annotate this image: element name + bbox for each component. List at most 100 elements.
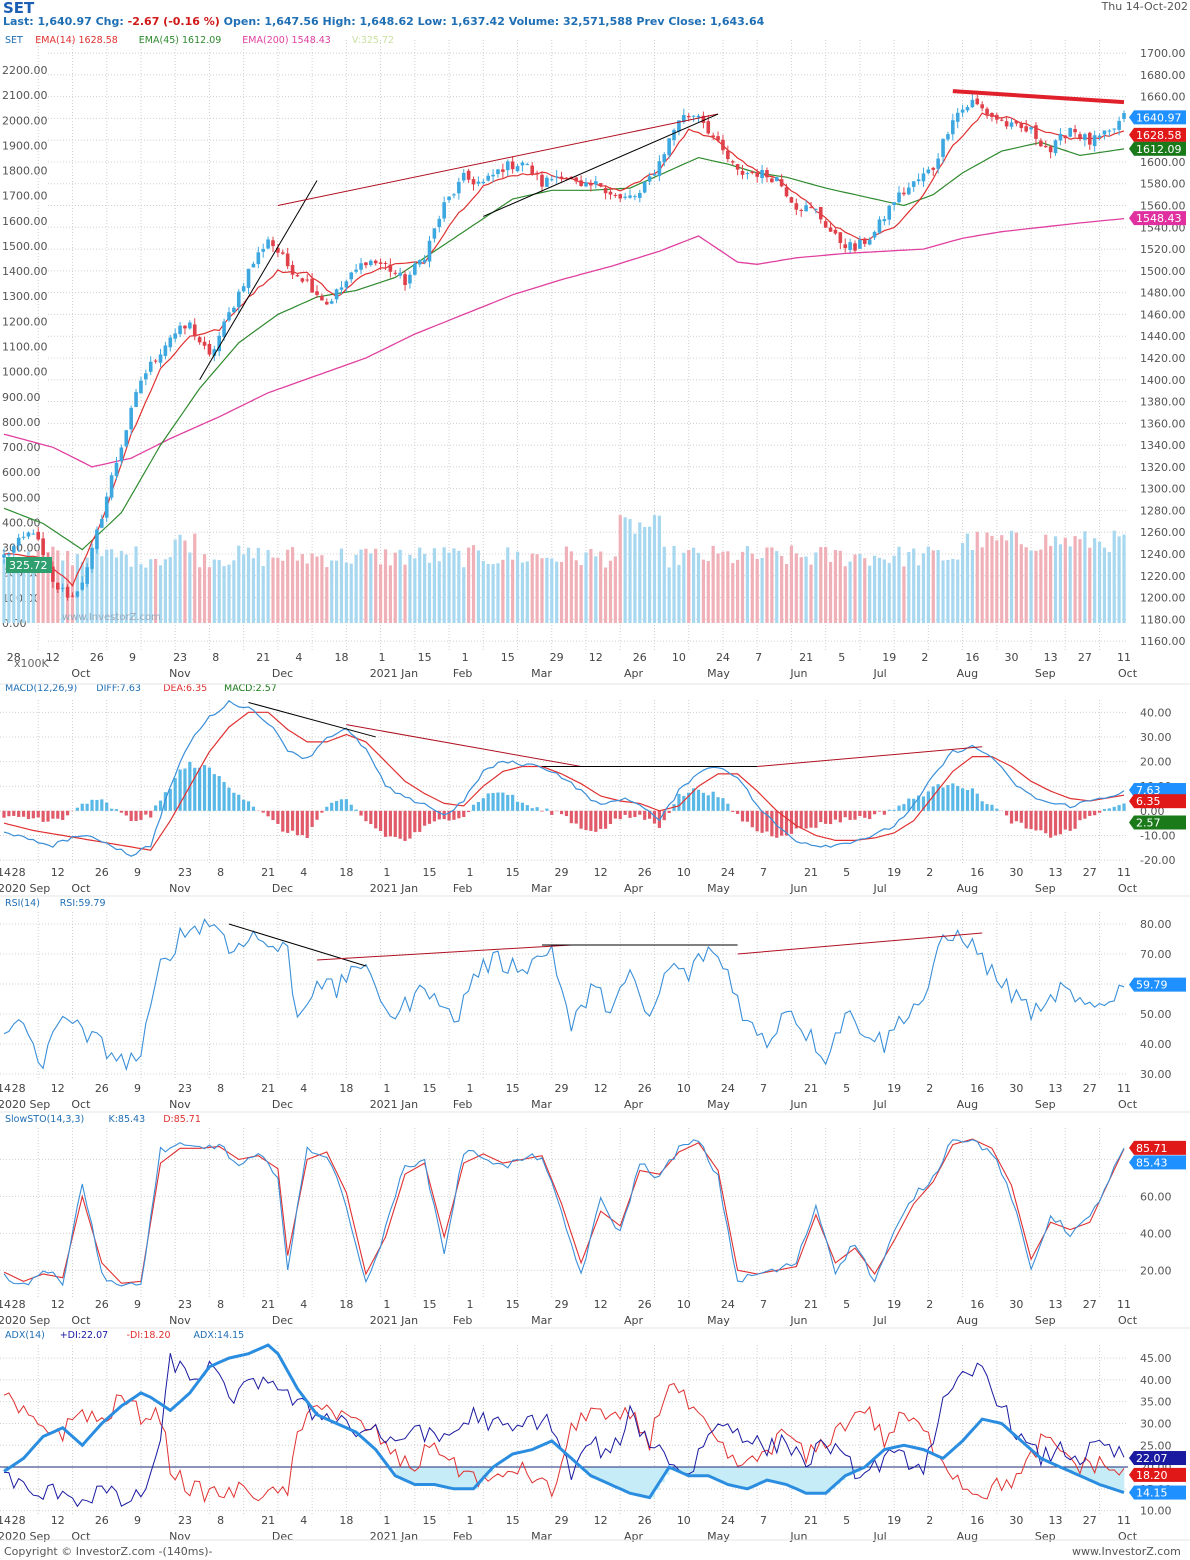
trendline: [248, 701, 376, 738]
sto-right-axis-tick-1: 60.00: [1140, 1190, 1172, 1203]
candle-body: [373, 260, 378, 264]
macd-hist-bar: [295, 810, 300, 836]
candle-body: [51, 566, 55, 582]
candle-body: [104, 496, 109, 518]
macd-hist-bar: [325, 806, 329, 811]
price-time-axis-month-2: Dec: [272, 667, 293, 680]
price-legend-item-0: SET: [5, 35, 23, 46]
candle-body: [980, 104, 984, 109]
volume-bar: [1117, 536, 1121, 623]
sto-time-axis-tick-19: 7: [760, 1298, 767, 1311]
candle-body: [975, 98, 980, 105]
volume-bar: [975, 531, 979, 623]
macd-hist-bar: [995, 808, 999, 811]
sto-time-axis-month-7: Apr: [624, 1314, 644, 1327]
volume-value-label: 325.72: [9, 559, 48, 572]
price-right-axis-tick-21: 1280.00: [1140, 504, 1186, 517]
candle-body: [843, 244, 848, 249]
candle-body: [1078, 134, 1082, 139]
volume-bar: [168, 557, 172, 623]
volume-bar: [584, 552, 588, 623]
price-time-axis-tick-18: 7: [755, 651, 762, 664]
price-time-axis-month-1: Nov: [169, 667, 191, 680]
adx-fill-segment: [390, 1467, 396, 1470]
volume-bar: [819, 547, 823, 623]
volume-bar: [936, 550, 940, 623]
macd-time-axis-month-13: Oct: [1118, 882, 1138, 895]
macd-hist-bar: [276, 810, 280, 824]
adx-fill-segment: [708, 1467, 714, 1476]
macd-hist-bar: [1083, 810, 1087, 819]
volume-bar: [119, 550, 123, 623]
macd-hist-bar: [65, 810, 70, 816]
macd-hist-bar: [819, 810, 823, 823]
candle-body: [417, 260, 422, 265]
adx-fill-segment: [791, 1467, 797, 1487]
macd-hist-bar: [178, 769, 182, 811]
volume-bar: [100, 556, 104, 623]
candle-body: [579, 180, 583, 186]
candle-body: [726, 150, 730, 160]
macd-hist-bar: [85, 803, 89, 811]
macd-hist-bar: [447, 810, 451, 821]
macd-diff-value-arrow: [1129, 783, 1134, 798]
adx-fill-segment: [693, 1467, 699, 1476]
macd-hist-bar: [608, 810, 613, 824]
macd-hist-bar: [550, 810, 554, 815]
sto-time-axis-month-6: Mar: [531, 1314, 552, 1327]
price-time-axis: 28 12 26 9 23 8 21 4 18 1 15 1 15 29 12 26 10 24 7 21 5 19 2 16…: [7, 651, 1138, 680]
sto-right-axis-tick-2: 40.00: [1140, 1227, 1172, 1240]
price-time-axis-month-9: Jul: [872, 667, 886, 680]
adx-right-axis-tick-3: 30.00: [1140, 1417, 1172, 1430]
volume-bar: [506, 547, 510, 623]
macd-histogram: [2, 761, 1126, 841]
macd-hist-bar: [1093, 810, 1097, 816]
macd-hist-bar: [916, 795, 921, 811]
sto-time-axis-tick-0: 14: [0, 1298, 11, 1311]
ticker-symbol[interactable]: SET: [3, 0, 35, 17]
macd-hist-bar: [364, 810, 368, 822]
volume-bar: [995, 540, 999, 623]
macd-hist-bar: [599, 810, 603, 829]
volume-bar: [144, 567, 148, 623]
volume-axis-tick-15: 700.00: [2, 441, 41, 454]
volume-bar: [882, 559, 886, 623]
macd-hist-bar: [579, 810, 583, 829]
sto-time-axis-tick-16: 26: [638, 1298, 652, 1311]
adx-time-axis-tick-10: 1: [383, 1514, 390, 1527]
adx-plus-di-value-bg: [1134, 1451, 1186, 1466]
adx-fill-segment: [1079, 1467, 1086, 1476]
macd-hist-bar: [471, 804, 476, 811]
macd-hist-bar: [320, 810, 324, 813]
volume-axis-tick-12: 1000.00: [2, 366, 48, 379]
macd-hist-bar: [383, 810, 388, 837]
volume-axis-tick-8: 1400.00: [2, 265, 48, 278]
macd-hist-bar: [359, 810, 363, 816]
macd-hist-bar: [745, 810, 750, 822]
candle-body: [486, 175, 490, 181]
candle-body: [442, 202, 446, 219]
volume-bar: [872, 555, 877, 623]
volume-bar: [476, 550, 481, 623]
macd-hist-bar: [736, 810, 740, 814]
macd-hist-bar: [491, 792, 495, 811]
adx-fill-segment: [453, 1467, 460, 1489]
macd-hist-bar: [633, 810, 637, 818]
macd-time-axis-tick-27: 27: [1083, 866, 1097, 879]
macd-time-axis-tick-23: 2: [926, 866, 933, 879]
adx-time-axis-month-0: 2020 Sep: [0, 1530, 50, 1543]
macd-diff-value: 7.63: [1136, 784, 1161, 797]
macd-hist-bar: [530, 808, 534, 811]
volume-bar: [1088, 547, 1092, 623]
macd-hist-bar: [1049, 810, 1053, 838]
candle-body: [951, 120, 955, 135]
macd-hist-bar: [2, 810, 6, 818]
rsi-time-axis-month-2: Nov: [169, 1098, 191, 1111]
price-right-axis-tick-5: 1600.00: [1140, 156, 1186, 169]
rsi-time-axis-tick-0: 14: [0, 1082, 11, 1095]
sto-time-axis-tick-22: 19: [887, 1298, 901, 1311]
candle-body: [564, 177, 569, 179]
macd-hist-bar: [692, 788, 696, 811]
price-time-axis-tick-6: 21: [256, 651, 270, 664]
rsi-time-axis-tick-23: 2: [926, 1082, 933, 1095]
